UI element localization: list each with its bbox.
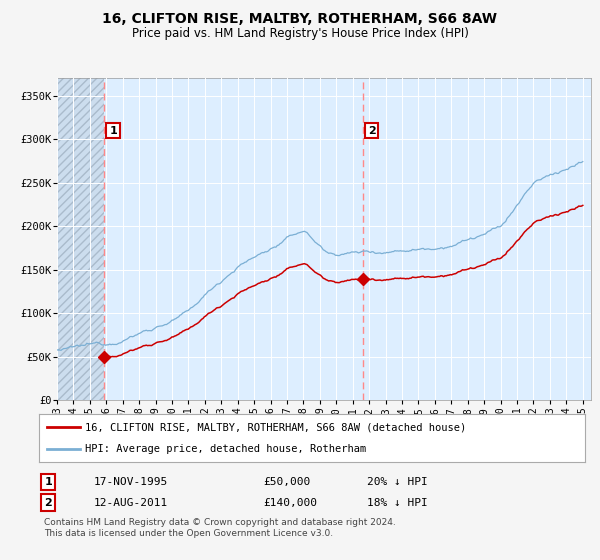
Text: Price paid vs. HM Land Registry's House Price Index (HPI): Price paid vs. HM Land Registry's House … <box>131 27 469 40</box>
Text: HPI: Average price, detached house, Rotherham: HPI: Average price, detached house, Roth… <box>85 444 367 454</box>
Text: 16, CLIFTON RISE, MALTBY, ROTHERHAM, S66 8AW (detached house): 16, CLIFTON RISE, MALTBY, ROTHERHAM, S66… <box>85 422 467 432</box>
Bar <box>57 78 104 400</box>
Text: 17-NOV-1995: 17-NOV-1995 <box>94 477 168 487</box>
Text: 12-AUG-2011: 12-AUG-2011 <box>94 497 168 507</box>
Text: 20% ↓ HPI: 20% ↓ HPI <box>367 477 427 487</box>
Text: £50,000: £50,000 <box>263 477 310 487</box>
Text: 18% ↓ HPI: 18% ↓ HPI <box>367 497 427 507</box>
Text: 16, CLIFTON RISE, MALTBY, ROTHERHAM, S66 8AW: 16, CLIFTON RISE, MALTBY, ROTHERHAM, S66… <box>103 12 497 26</box>
Text: £140,000: £140,000 <box>263 497 317 507</box>
Text: 1: 1 <box>44 477 52 487</box>
Text: 1: 1 <box>109 125 117 136</box>
Text: Contains HM Land Registry data © Crown copyright and database right 2024.
This d: Contains HM Land Registry data © Crown c… <box>44 519 396 538</box>
Text: 2: 2 <box>44 497 52 507</box>
Text: 2: 2 <box>368 125 376 136</box>
